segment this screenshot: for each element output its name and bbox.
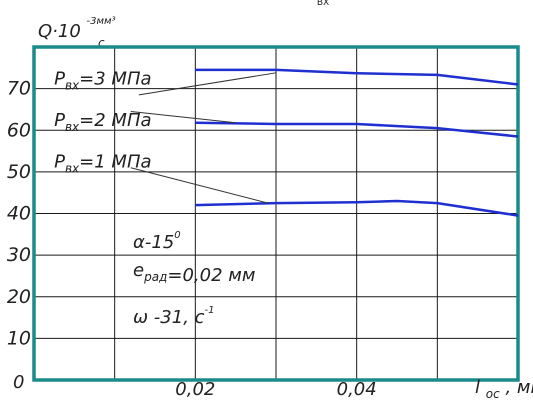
series-leader-2 [130,111,236,124]
x-tick-label: 0,04 [337,379,377,400]
y-axis-label-base: Q·10 [38,21,81,42]
plot-frame [32,45,520,382]
series-label-1: Pвх=3 МПа [54,68,151,92]
y-tick-label: 70 [7,78,31,100]
y-axis-label-den: с [98,36,105,50]
y-tick-label: 30 [7,244,31,266]
y-tick-label: 20 [7,286,31,308]
y-axis-label-exp: -3мм³ [87,16,116,27]
annotation-2: eрад=0,02 мм [133,260,255,286]
top-caption: ВХ [317,0,329,8]
plot-area: 10 20 30 40 50 60 70 0 0,02 0,04 Pвх=3 МПа Pвх=2 МП… [7,45,520,400]
series-line-3 [195,199,519,217]
x-axis-label-base: l [475,377,480,398]
x-tick-label: 0 [13,372,24,393]
y-tick-label: 60 [7,119,31,141]
y-tick-label: 40 [7,203,31,225]
series-label-2: Pвх=2 МПа [54,110,151,134]
y-axis-label: Q·10 -3мм³ [38,16,116,42]
series-label-3: Pвх=1 МПа [54,152,151,176]
annotation-3: ω -31, с-1 [133,305,215,328]
series-line-1 [195,68,519,86]
annotation-1: α-150 [133,230,181,253]
series-leader-1 [138,72,277,96]
y-tick-label: 10 [7,327,31,349]
x-axis-label: l ос , мм [475,377,533,403]
y-tick-label: 50 [7,161,31,183]
series-leader-3 [130,167,269,204]
x-axis-label-unit: , мм [505,377,533,398]
x-tick-label: 0,02 [175,379,215,400]
series-line-2 [195,121,519,138]
x-axis-label-sub: ос [486,387,500,401]
